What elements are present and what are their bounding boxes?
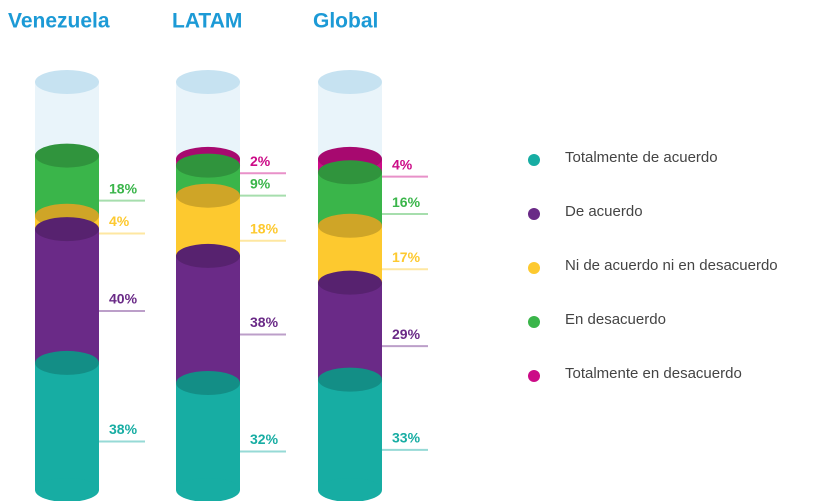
segment-part: [318, 282, 382, 380]
cylinder-cap: [176, 70, 240, 94]
category-title: Venezuela: [8, 10, 110, 33]
segment-part: [176, 255, 240, 383]
segment-part: [318, 213, 382, 238]
value-label: 40%: [109, 291, 138, 307]
legend-label: Ni de acuerdo ni en desacuerdo: [565, 257, 778, 274]
legend-swatch: [528, 208, 540, 220]
segment-part: [35, 478, 99, 501]
cylinder-cap: [318, 70, 382, 94]
segment-part: [35, 143, 99, 168]
segment-part: [176, 478, 240, 501]
segment-part: [176, 183, 240, 208]
legend-label: De acuerdo: [565, 203, 643, 220]
legend-swatch: [528, 370, 540, 382]
value-label: 18%: [109, 180, 138, 196]
legend-swatch: [528, 262, 540, 274]
value-label: 4%: [392, 156, 413, 172]
category-title: Global: [313, 10, 378, 33]
legend-swatch: [528, 154, 540, 166]
segment-part: [35, 350, 99, 375]
segment-part: [176, 382, 240, 490]
value-label: 29%: [392, 326, 421, 342]
cylinder-segment: [176, 370, 240, 501]
value-label: 38%: [250, 314, 279, 330]
segment-part: [35, 217, 99, 242]
category-title: LATAM: [172, 10, 242, 33]
segment-part: [318, 379, 382, 490]
value-label: 4%: [109, 213, 130, 229]
legend-label: Totalmente en desacuerdo: [565, 365, 742, 382]
cylinder-segment: [35, 350, 99, 501]
segment-part: [35, 229, 99, 363]
value-label: 9%: [250, 175, 271, 191]
cylinder-empty: [35, 82, 99, 156]
segment-part: [176, 153, 240, 178]
segment-part: [318, 160, 382, 185]
value-label: 17%: [392, 249, 421, 265]
segment-part: [35, 362, 99, 490]
cylinder-cap: [35, 70, 99, 94]
value-label: 18%: [250, 221, 279, 237]
value-label: 16%: [392, 194, 421, 210]
segment-part: [318, 478, 382, 501]
cylinder-empty: [176, 82, 240, 159]
value-label: 2%: [250, 153, 271, 169]
segment-part: [176, 243, 240, 268]
value-label: 38%: [109, 421, 138, 437]
legend-label: Totalmente de acuerdo: [565, 149, 718, 166]
segment-part: [318, 367, 382, 392]
cylinder-empty: [318, 82, 382, 159]
legend-label: En desacuerdo: [565, 311, 666, 328]
legend-swatch: [528, 316, 540, 328]
segment-part: [176, 370, 240, 395]
segment-part: [318, 270, 382, 295]
cylinder-segment: [318, 367, 382, 501]
value-label: 33%: [392, 430, 421, 446]
value-label: 32%: [250, 431, 279, 447]
